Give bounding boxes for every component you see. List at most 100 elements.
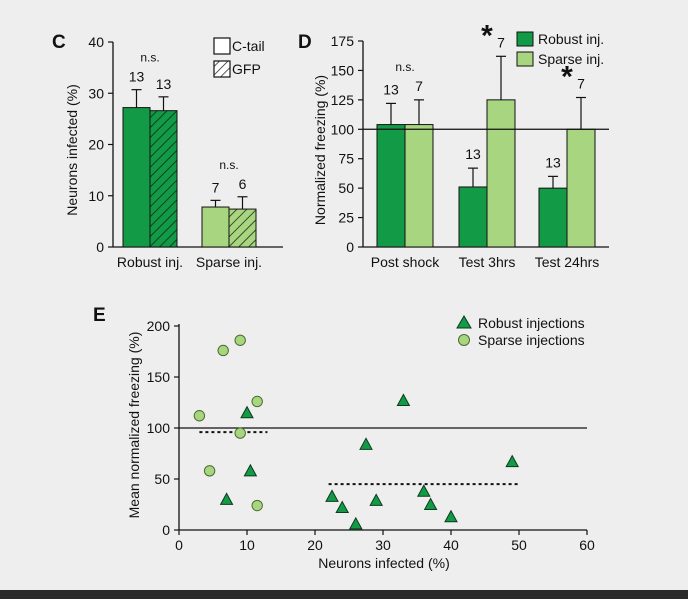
panel-d-bar [376,124,406,248]
panel-c-n-label: 7 [212,179,220,195]
panel-c-bar [228,208,257,248]
panel-c-bars [122,89,257,248]
panel-e-triangle-point [219,492,234,505]
panel-d-n-label: 13 [465,146,481,162]
panel-e-y-tick-label: 200 [147,318,171,334]
panel-c-bar [201,206,230,248]
panel-d-n-label: 7 [497,34,505,50]
panel-e-triangle-point [348,516,363,530]
panel-d-significance: * [561,61,573,94]
panel-d-significance: n.s. [395,60,414,74]
panel-d-bar [538,187,568,248]
panel-c-y-tick-label: 0 [96,239,104,255]
panel-d-category-label: Post shock [371,254,440,270]
panel-c-bar [149,110,178,248]
panel-c-labels: 13 13n.s.Robust inj.7 6n.s.Sparse inj. [117,51,262,270]
panel-d-y-tick-label: 100 [331,121,355,137]
panel-e-circle-point [203,465,216,477]
panel-c-n-label: 6 [239,176,247,192]
legend-sparse-marker [458,334,470,346]
panel-e-x-tick-label: 0 [175,537,183,553]
panel-d-category-label: Test 3hrs [459,254,516,270]
panel-e-triangle-point [505,454,520,468]
legend-c-tail-label: C-tail [232,38,265,54]
legend-robust-label: Robust injections [478,315,585,331]
panel-d-legend: Robust inj. Sparse inj. [516,31,604,67]
panel-c-significance: n.s. [219,158,238,172]
panel-e-x-tick-label: 10 [239,537,255,553]
panel-d: D Normalized freezing (%) 0 25 50 75 100 125 1… [298,19,609,270]
panel-d-n-label: 7 [415,78,423,94]
panel-d-y-tick-label: 150 [331,62,355,78]
panel-d-y-tick-label: 125 [331,92,355,108]
panel-d-y-tick-label: 175 [331,33,355,49]
panel-c-legend: C-tail GFP [213,37,265,78]
panel-d-n-label: 13 [545,154,561,170]
panel-c-n-label: 13 [129,69,145,85]
panel-e-x-tick-label: 30 [375,537,391,553]
panel-e-triangle-point [416,484,431,497]
bottom-rule [0,590,688,599]
legend-gfp-label: GFP [232,61,261,77]
panel-e-triangle-point [359,437,373,450]
panel-c-significance: n.s. [140,51,159,65]
panel-e-circle-point [251,499,263,512]
panel-d-significance: * [481,19,493,52]
panel-e-x-tick-label: 40 [443,537,459,553]
panel-c-y-tick-label: 20 [88,137,104,153]
legend-gfp-swatch [213,60,231,78]
panel-d-bar [458,186,488,248]
panel-c-bar [122,107,151,248]
panel-e-x-tick-label: 50 [511,537,527,553]
legend-robust-label: Robust inj. [538,31,604,47]
panel-e-triangle-point [444,509,458,523]
panel-e-circle-point [234,334,246,346]
panel-e-x-tick-label: 60 [579,537,595,553]
panel-d-category-label: Test 24hrs [535,254,600,270]
panel-e-triangle-point [335,500,350,514]
panel-c-y-tick-label: 30 [88,85,104,101]
panel-e-y-tick-label: 0 [162,522,170,538]
panel-d-n-label: 13 [383,81,399,97]
panel-d-bar [404,124,434,248]
panel-d-bars [363,55,609,248]
panel-e-triangle-point [325,489,339,502]
panel-e-triangle-point [396,393,411,406]
panel-e-y-tick-label: 150 [147,369,171,385]
panel-c-n-label: 13 [156,76,172,92]
panel-c-category-label: Sparse inj. [196,254,262,270]
panel-d-axes: 0 25 50 75 100 125 150 175 [331,33,609,255]
panel-e-triangle-point [369,493,384,506]
panel-e-xlabel: Neurons infected (%) [318,555,450,571]
panel-e-letter: E [93,305,106,326]
panel-c-category-label: Robust inj. [117,254,183,270]
legend-sparse-swatch [516,51,534,67]
panel-c: C Neurons infected (%) 0 10 20 30 40 13 13 n.s… [52,32,283,270]
panel-e-triangle-point [243,463,258,477]
panel-d-y-tick-label: 0 [346,239,354,255]
panel-d-ylabel: Normalized freezing (%) [312,75,328,225]
panel-e-points [193,334,520,530]
legend-robust-swatch [516,31,534,47]
legend-sparse-label: Sparse injections [478,332,585,348]
panel-c-y-tick-label: 40 [88,34,104,50]
panel-e-axes: 0 50 100 150 200 0 10 20 30 40 50 60 [147,318,595,553]
panel-d-letter: D [298,32,312,53]
panel-c-ylabel: Neurons infected (%) [64,84,80,216]
panel-e-x-tick-label: 20 [307,537,323,553]
panel-e-circle-point [217,344,229,357]
panel-e-y-tick-label: 100 [147,420,171,436]
panel-d-y-tick-label: 25 [338,210,354,226]
panel-c-letter: C [52,32,66,53]
panel-e-triangle-point [423,497,438,510]
panel-c-y-tick-label: 10 [88,188,104,204]
legend-c-tail-swatch [213,37,231,55]
panel-d-y-tick-label: 50 [338,180,354,196]
panel-c-axes: 0 10 20 30 40 [88,34,283,255]
panel-e-circle-point [193,410,206,422]
panel-d-bar [566,128,596,248]
panel-e: E Mean normalized freezing (%) Neurons i… [93,305,595,571]
